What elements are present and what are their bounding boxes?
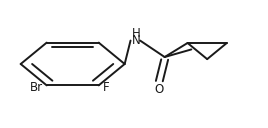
Text: N: N — [132, 34, 141, 47]
Text: F: F — [103, 81, 109, 94]
Text: O: O — [155, 83, 164, 97]
Text: Br: Br — [29, 81, 43, 94]
Text: H: H — [132, 27, 141, 40]
